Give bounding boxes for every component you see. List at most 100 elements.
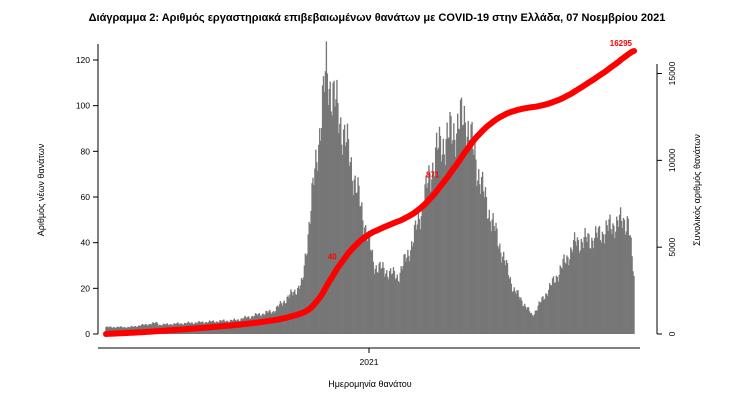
bar <box>390 274 393 334</box>
bar <box>626 216 628 334</box>
bar <box>455 156 457 334</box>
bar <box>526 307 529 334</box>
bar <box>313 185 315 334</box>
bar <box>493 226 495 334</box>
bar <box>340 117 342 334</box>
bar <box>106 326 108 334</box>
bar <box>547 296 549 334</box>
bar <box>330 111 332 335</box>
bar <box>341 144 343 334</box>
bar <box>457 113 459 334</box>
bar <box>375 265 377 334</box>
bar <box>476 186 478 334</box>
bar <box>411 241 413 334</box>
bar <box>385 273 387 334</box>
bar <box>110 326 112 334</box>
bar <box>491 219 493 334</box>
bar <box>387 276 389 334</box>
bar <box>477 180 479 334</box>
bar <box>589 248 591 334</box>
bar <box>452 140 454 334</box>
bar <box>156 322 158 334</box>
y-tick-label: 80 <box>81 146 91 156</box>
bar <box>458 129 461 334</box>
bar <box>294 289 296 334</box>
bar <box>336 79 338 335</box>
bar <box>308 221 310 334</box>
bar <box>105 327 107 334</box>
bar <box>464 122 467 335</box>
bar <box>606 225 608 334</box>
bar <box>437 147 440 334</box>
bar <box>555 275 558 334</box>
bar <box>374 268 376 334</box>
bar <box>155 322 157 334</box>
bar <box>487 218 490 334</box>
bar <box>324 71 327 334</box>
bar <box>536 310 538 334</box>
bar <box>472 149 474 334</box>
bar <box>486 218 489 334</box>
bar <box>537 305 539 334</box>
bar <box>485 197 488 334</box>
bar <box>633 275 635 334</box>
bar <box>591 237 593 334</box>
bar <box>512 290 514 334</box>
bar <box>594 226 597 334</box>
bar <box>318 144 320 334</box>
y2-axis-label: Συνολικός αριθμός θανάτων <box>692 134 702 246</box>
bar <box>392 267 395 334</box>
bar <box>427 183 429 334</box>
bar <box>353 179 355 334</box>
bar <box>380 269 382 334</box>
bar <box>522 306 524 334</box>
bar <box>597 227 600 334</box>
bar <box>334 106 336 334</box>
y-tick-label: 60 <box>81 192 91 202</box>
bar <box>504 265 507 334</box>
bar <box>291 291 293 334</box>
bar <box>627 218 629 334</box>
bar <box>305 255 307 334</box>
bar <box>605 220 607 334</box>
bar <box>401 269 403 334</box>
bar <box>457 128 460 334</box>
bar <box>335 99 337 334</box>
bar <box>502 256 504 334</box>
y-tick-label: 120 <box>76 55 90 65</box>
bar <box>546 293 548 334</box>
bar <box>304 253 306 334</box>
bar <box>314 168 316 334</box>
bar <box>357 177 359 334</box>
bar <box>579 250 582 334</box>
bar <box>109 326 111 334</box>
bar <box>448 137 450 334</box>
bar <box>343 124 346 335</box>
bar <box>450 116 452 334</box>
bar <box>527 307 530 334</box>
bar <box>542 296 544 334</box>
bar <box>588 234 590 334</box>
cumulative-line <box>103 48 637 337</box>
bar <box>553 282 556 334</box>
bar <box>296 287 299 334</box>
y2-tick-label: 15000 <box>667 61 677 85</box>
bar <box>545 293 547 334</box>
bar <box>351 180 353 334</box>
bar <box>571 249 573 334</box>
bar <box>412 242 415 334</box>
bar <box>394 279 397 334</box>
bar <box>625 231 628 334</box>
bar <box>540 302 542 334</box>
bar <box>373 273 375 334</box>
bar <box>602 234 605 334</box>
bar <box>480 193 482 334</box>
bar <box>393 271 396 334</box>
bar <box>488 209 490 334</box>
bar <box>316 162 318 334</box>
bar <box>405 261 407 334</box>
bar <box>571 252 574 334</box>
bar <box>551 278 554 334</box>
bar <box>418 219 421 334</box>
bar <box>550 285 553 334</box>
